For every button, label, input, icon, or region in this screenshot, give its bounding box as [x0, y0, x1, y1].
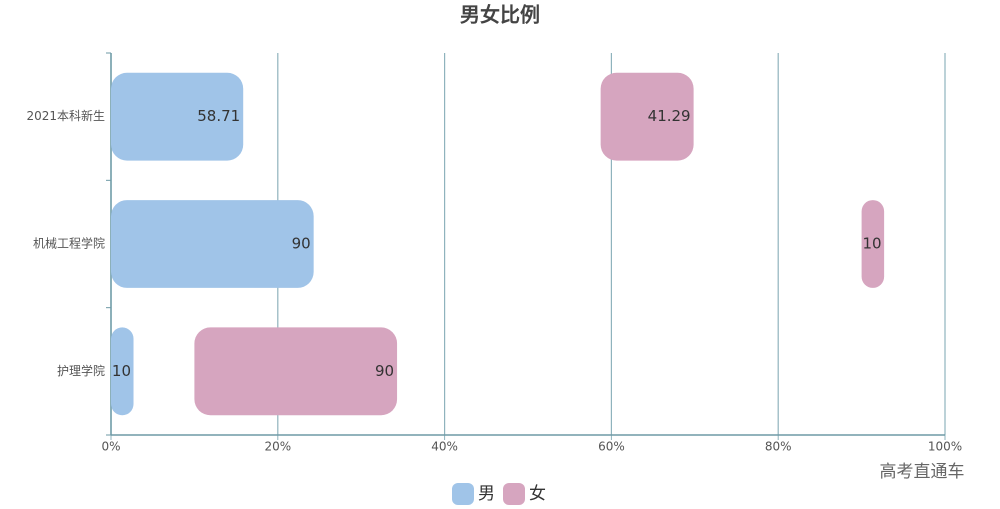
chart-title: 男女比例: [460, 3, 540, 27]
y-tick-label: 机械工程学院: [33, 236, 105, 251]
watermark: 高考直通车: [880, 462, 965, 482]
y-tick-label: 护理学院: [57, 363, 105, 378]
bar-label: 10: [863, 235, 882, 253]
x-tick-label: 40%: [431, 440, 458, 454]
bar-label: 90: [292, 235, 311, 253]
x-tick-label: 0%: [101, 440, 120, 454]
legend-label: 女: [529, 484, 546, 504]
bar: [111, 72, 244, 161]
bar: [111, 327, 134, 416]
bar: [111, 200, 314, 288]
bar-label: 90: [375, 362, 394, 380]
bar-label: 41.29: [648, 107, 691, 125]
bar: [600, 72, 694, 161]
x-tick-label: 20%: [264, 440, 291, 454]
x-tick-label: 100%: [928, 440, 962, 454]
x-tick-label: 80%: [765, 440, 792, 454]
y-tick-label: 2021本科新生: [26, 108, 105, 123]
legend-swatch: [503, 483, 525, 505]
bar: [861, 200, 885, 288]
bar-label: 58.71: [197, 107, 240, 125]
legend-label: 男: [478, 484, 495, 504]
bar-label: 10: [112, 362, 131, 380]
legend-swatch: [452, 483, 474, 505]
bar: [194, 327, 398, 416]
x-tick-label: 60%: [598, 440, 625, 454]
